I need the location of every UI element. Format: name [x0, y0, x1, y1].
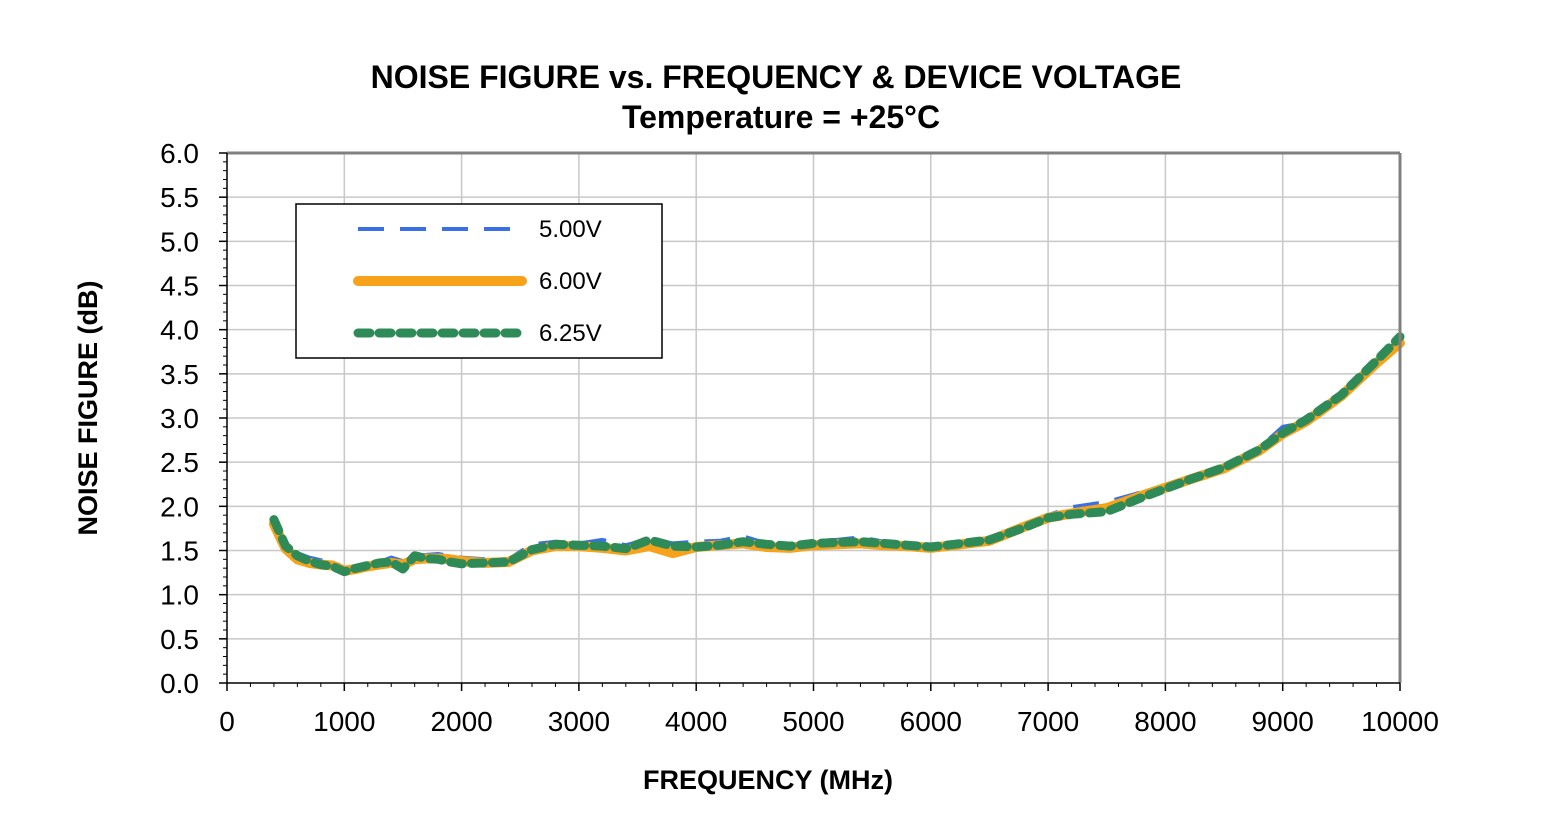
x-tick-label: 9000 [1252, 706, 1314, 737]
x-axis-title: FREQUENCY (MHz) [643, 765, 893, 795]
legend: 5.00V 6.00V 6.25V [295, 203, 663, 359]
y-tick-label: 4.0 [160, 315, 199, 346]
tick-labels: 0 1000 2000 3000 4000 5000 6000 7000 8000 9000 100… [160, 138, 1439, 737]
series-line-6-00v [268, 337, 1405, 576]
y-tick-label: 5.0 [160, 226, 199, 257]
x-tick-label: 10000 [1361, 706, 1439, 737]
axes [219, 151, 1402, 691]
x-tick-label: 0 [219, 706, 235, 737]
y-tick-label: 1.0 [160, 580, 199, 611]
y-tick-label: 4.5 [160, 271, 199, 302]
y-tick-label: 2.5 [160, 447, 199, 478]
series-line-6-25v [269, 332, 1405, 577]
legend-label: 5.00V [539, 216, 602, 243]
y-tick-label: 1.5 [160, 536, 199, 567]
legend-label: 6.25V [539, 320, 602, 347]
x-tick-label: 2000 [430, 706, 492, 737]
y-axis-title: NOISE FIGURE (dB) [73, 281, 103, 536]
y-tick-label: 3.5 [160, 359, 199, 390]
y-tick-label: 0.0 [160, 668, 199, 699]
legend-label: 6.00V [539, 268, 602, 295]
x-tick-label: 7000 [1017, 706, 1079, 737]
x-tick-label: 3000 [548, 706, 610, 737]
x-tick-label: 1000 [313, 706, 375, 737]
y-tick-label: 3.0 [160, 403, 199, 434]
chart-subtitle: Temperature = +25°C [622, 99, 940, 135]
y-tick-label: 0.5 [160, 624, 199, 655]
x-tick-label: 8000 [1134, 706, 1196, 737]
y-tick-label: 2.0 [160, 491, 199, 522]
x-tick-label: 5000 [782, 706, 844, 737]
y-tick-label: 6.0 [160, 138, 199, 169]
chart-title: NOISE FIGURE vs. FREQUENCY & DEVICE VOLT… [371, 59, 1182, 95]
y-tick-label: 5.5 [160, 182, 199, 213]
series-lines [268, 332, 1405, 577]
x-tick-label: 4000 [665, 706, 727, 737]
x-tick-label: 6000 [900, 706, 962, 737]
